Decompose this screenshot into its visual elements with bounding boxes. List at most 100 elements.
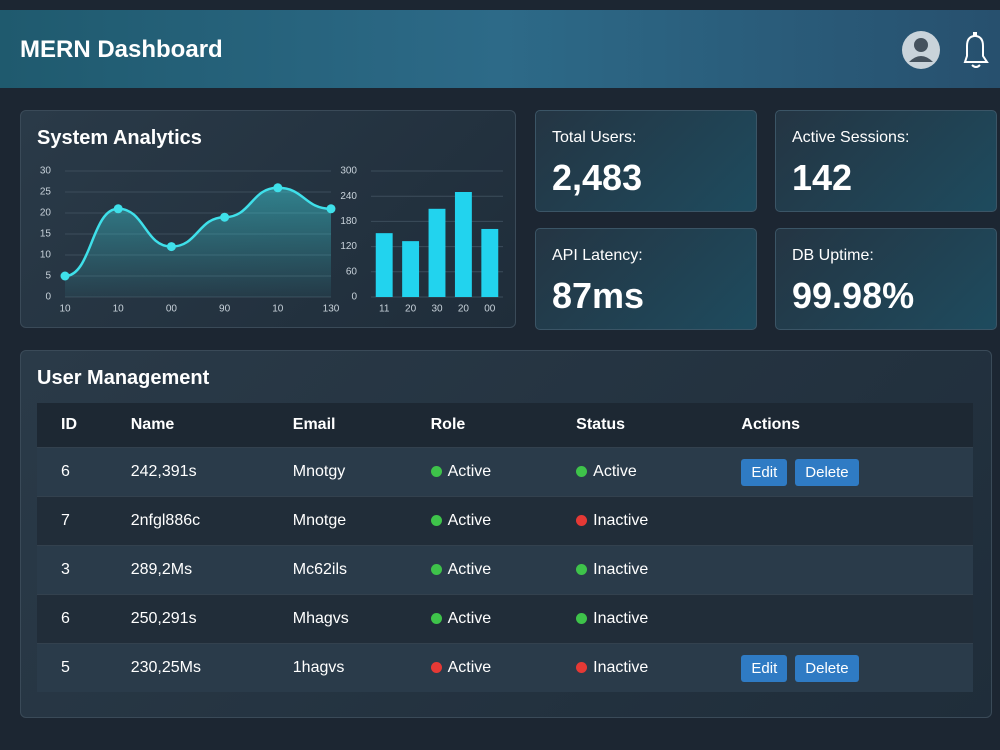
cell-role: Active — [406, 594, 553, 644]
cell-email: Mhagvs — [268, 594, 407, 644]
avatar-head — [914, 38, 928, 52]
x-tick-label: 30 — [431, 304, 443, 315]
y-tick-label: 15 — [40, 229, 52, 240]
status-text: Inactive — [593, 610, 649, 627]
cell-email: Mnotge — [268, 496, 407, 546]
role-text: Active — [447, 610, 492, 627]
column-header: Actions — [717, 403, 973, 448]
y-tick-label: 20 — [40, 208, 52, 219]
role-text: Active — [447, 463, 492, 480]
x-tick-label: 00 — [166, 304, 178, 315]
area — [65, 187, 331, 297]
column-header: Role — [406, 403, 553, 448]
status-dot — [576, 662, 588, 673]
y-tick-label: 120 — [340, 241, 357, 252]
stat-value: 87ms — [552, 275, 645, 316]
users-table: ID Name Email Role Status Actions 6 242,391s Mno… — [37, 403, 973, 692]
cell-status: Inactive — [552, 496, 718, 546]
table-row: 6 242,391s Mnotgy Active Active Edit Delete — [37, 447, 973, 497]
cell-status: Active — [552, 447, 718, 497]
status-text: Inactive — [593, 659, 649, 676]
status-dot — [430, 515, 442, 526]
cell-actions — [717, 545, 973, 595]
y-tick-label: 10 — [40, 250, 52, 261]
cell-email: 1hagvs — [268, 643, 407, 692]
panel-title: User Management — [37, 367, 210, 389]
stat-label: DB Uptime: — [792, 247, 874, 264]
x-tick-label: 90 — [219, 304, 231, 315]
action-button[interactable]: Edit — [741, 458, 788, 486]
status-dot — [576, 613, 588, 624]
point — [273, 183, 283, 193]
stat-card: Total Users: 2,483 — [535, 110, 757, 212]
cell-status: Inactive — [552, 594, 718, 644]
status-text: Active — [593, 463, 637, 480]
stat-label: Active Sessions: — [792, 129, 910, 146]
header-row: ID Name Email Role Status Actions — [37, 403, 973, 448]
bar — [481, 228, 499, 297]
role-text: Active — [447, 512, 492, 529]
point — [220, 212, 230, 222]
y-tick-label: 30 — [40, 166, 52, 177]
table-row: 6 250,291s Mhagvs Active Inactive — [37, 594, 973, 644]
action-button[interactable]: Edit — [741, 654, 788, 682]
x-tick-label: 10 — [59, 304, 71, 315]
y-tick-label: 0 — [351, 292, 357, 303]
x-tick-label: 11 — [379, 304, 390, 315]
cell-role: Active — [406, 447, 553, 497]
action-button[interactable]: Delete — [795, 458, 859, 486]
stat-label: Total Users: — [552, 129, 637, 146]
action-button[interactable]: Delete — [795, 654, 859, 682]
column-header: Status — [552, 403, 718, 448]
column-header: Name — [106, 403, 269, 448]
cell-role: Active — [406, 496, 553, 546]
stat-card: Active Sessions: 142 — [775, 110, 997, 212]
cell-id: 5 — [37, 643, 107, 692]
y-tick-label: 60 — [346, 266, 358, 277]
column-header: Email — [268, 403, 407, 448]
cell-id: 3 — [37, 545, 107, 595]
stat-value: 2,483 — [552, 157, 643, 198]
x-tick-label: 20 — [405, 304, 417, 315]
status-text: Inactive — [593, 512, 649, 529]
status-text: Inactive — [593, 561, 649, 578]
cell-actions: Edit Delete — [717, 643, 973, 692]
x-tick-label: 00 — [484, 304, 496, 315]
x-tick-label: 10 — [272, 304, 284, 315]
role-text: Active — [447, 561, 492, 578]
cell-status: Inactive — [552, 545, 718, 595]
stat-card: DB Uptime: 99.98% — [775, 228, 997, 330]
point — [166, 242, 176, 252]
cell-actions: Edit Delete — [717, 447, 973, 497]
cell-role: Active — [406, 643, 553, 692]
stat-value: 99.98% — [792, 275, 915, 316]
cell-name: 250,291s — [106, 594, 269, 644]
status-dot — [430, 466, 442, 477]
cell-name: 2nfgl886c — [106, 496, 269, 546]
y-tick-label: 300 — [340, 166, 357, 177]
bar — [375, 233, 393, 297]
bell[interactable] — [963, 32, 989, 68]
header-icons — [902, 31, 989, 69]
avatar-body — [909, 56, 933, 62]
cell-name: 242,391s — [106, 447, 269, 497]
y-tick-label: 25 — [40, 187, 52, 198]
status-dot — [430, 564, 442, 575]
status-dot — [576, 515, 588, 526]
panel-title: System Analytics — [37, 127, 202, 149]
cell-name: 230,25Ms — [106, 643, 269, 692]
role-text: Active — [447, 659, 492, 676]
header: MERN Dashboard — [0, 10, 1000, 88]
stat-value: 142 — [792, 157, 853, 198]
bar — [402, 241, 420, 297]
cell-id: 6 — [37, 594, 107, 644]
point — [326, 204, 336, 214]
table-row: 3 289,2Ms Mc62ils Active Inactive — [37, 545, 973, 595]
status-dot — [430, 613, 442, 624]
analytics-panel: System Analytics 0 5 10 15 20 25 30 10 10 00 90 10 1… — [20, 110, 516, 328]
cell-actions — [717, 594, 973, 644]
stat-card: API Latency: 87ms — [535, 228, 757, 330]
point — [60, 271, 70, 281]
x-tick-label: 130 — [323, 304, 340, 315]
